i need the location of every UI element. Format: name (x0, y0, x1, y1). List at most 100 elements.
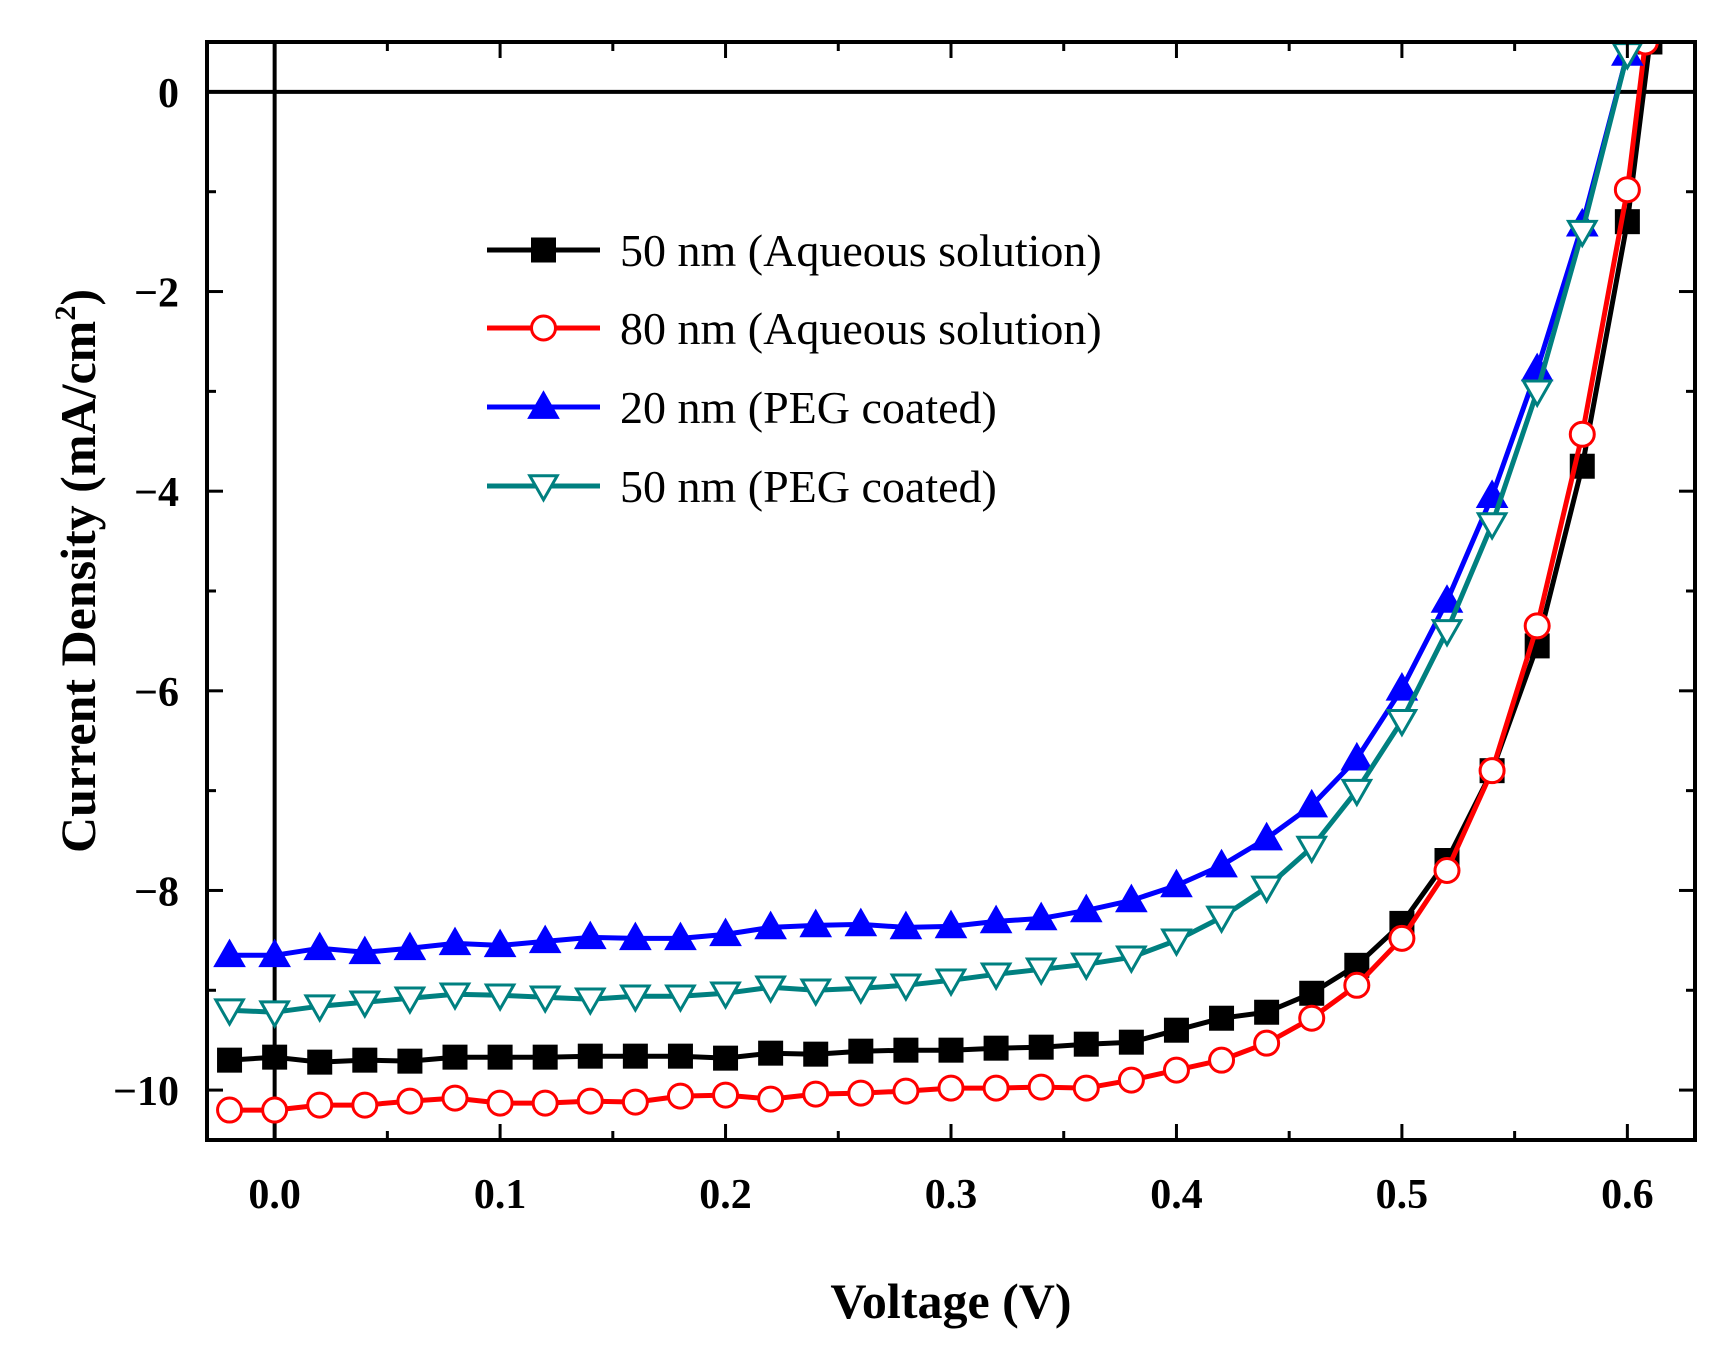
data-point (1024, 901, 1058, 931)
x-tick-label: 0.6 (1601, 1172, 1654, 1218)
data-point (758, 1040, 784, 1066)
y-tick-label: −8 (134, 869, 179, 915)
data-point (937, 1074, 965, 1102)
x-tick-label: 0.2 (699, 1172, 752, 1218)
data-point (1118, 1029, 1144, 1055)
data-point (847, 1079, 875, 1107)
series-1 (216, 42, 1659, 1124)
data-point (1299, 980, 1325, 1006)
data-point (442, 1044, 468, 1070)
data-point (217, 1047, 243, 1073)
legend-item-2: 20 nm (PEG coated) (487, 382, 997, 433)
data-point (713, 1045, 739, 1071)
y-axis-title-close: ) (50, 289, 106, 306)
data-point (893, 1037, 919, 1063)
y-tick-label: −2 (134, 271, 179, 317)
legend-label-0: 50 nm (Aqueous solution) (620, 225, 1102, 276)
data-point (396, 1087, 424, 1115)
legend-marker (531, 237, 556, 263)
x-axis-title: Voltage (V) (830, 1273, 1071, 1329)
data-point (1069, 893, 1103, 923)
data-point (1205, 905, 1238, 935)
data-point (889, 973, 923, 1003)
data-point (1162, 1056, 1190, 1084)
x-tick-label: 0.4 (1150, 1172, 1203, 1218)
data-point (1430, 619, 1464, 648)
legend-marker (530, 314, 557, 342)
data-point (393, 986, 427, 1016)
data-point (621, 1088, 649, 1116)
data-point (1298, 1004, 1326, 1032)
data-point (261, 1096, 289, 1124)
data-point (982, 1074, 1010, 1102)
data-point (438, 926, 472, 956)
series-0 (217, 42, 1663, 1075)
data-point (303, 994, 337, 1024)
data-point (1160, 868, 1193, 898)
data-point (979, 904, 1013, 934)
data-point (397, 1048, 423, 1074)
y-tick-label: −6 (134, 670, 179, 716)
data-point (351, 1091, 379, 1119)
data-point (889, 910, 923, 940)
data-point (844, 907, 878, 937)
x-tick-label: 0.0 (248, 1172, 301, 1218)
data-point (667, 1043, 693, 1069)
data-point (1027, 1073, 1055, 1101)
data-point (1523, 612, 1551, 640)
data-point (573, 920, 607, 950)
data-point (1208, 1046, 1236, 1074)
legend-marker (527, 474, 560, 503)
data-point (799, 908, 833, 938)
data-point (1388, 924, 1416, 952)
data-point (1163, 1017, 1189, 1043)
y-axis-title: Current Density (mA/cm2) (49, 289, 106, 853)
data-point (528, 924, 562, 954)
data-point (262, 1044, 288, 1070)
data-point (531, 1089, 559, 1117)
data-point (1024, 957, 1058, 987)
series-layer (213, 42, 1663, 1124)
data-point (1205, 848, 1238, 878)
data-point (938, 1037, 964, 1063)
data-point (754, 910, 787, 940)
data-point (1433, 856, 1461, 884)
data-point (757, 1085, 785, 1113)
data-point (666, 1082, 694, 1110)
data-point (352, 1047, 378, 1073)
data-point (1160, 928, 1193, 958)
legend-swatch-2 (487, 390, 600, 419)
data-point (1475, 512, 1509, 541)
data-point (1478, 757, 1506, 785)
data-point (1254, 999, 1280, 1025)
data-point (803, 1041, 829, 1067)
data-point (1340, 778, 1374, 808)
data-point (622, 1043, 648, 1069)
data-point (1253, 1029, 1281, 1057)
legend-swatch-3 (487, 474, 600, 503)
data-point (1209, 1005, 1235, 1031)
data-point (216, 1096, 244, 1124)
data-point (1568, 420, 1596, 448)
data-point (1115, 945, 1148, 975)
x-tick-label: 0.3 (925, 1172, 978, 1218)
legend-swatch-1 (487, 314, 600, 342)
data-point (664, 984, 697, 1014)
legend-label-2: 20 nm (PEG coated) (620, 382, 997, 433)
data-point (934, 968, 968, 998)
legend-item-0: 50 nm (Aqueous solution) (487, 225, 1102, 276)
data-point (258, 938, 291, 968)
data-point (1385, 708, 1419, 738)
data-point (1295, 788, 1329, 818)
data-point (1520, 379, 1554, 409)
data-point (799, 978, 833, 1008)
data-point (754, 975, 787, 1005)
data-point (1117, 1066, 1145, 1094)
axis-ticks (207, 42, 1695, 1140)
data-point (1250, 821, 1283, 851)
series-3 (213, 42, 1644, 1030)
data-point (1028, 1034, 1054, 1060)
axis-tick-labels: 0.0 0.1 0.2 0.3 0.4 0.5 0.6 0 −2 −4 −6 −8 −10 (113, 71, 1654, 1218)
data-point (1385, 672, 1419, 701)
data-point (258, 1000, 291, 1030)
